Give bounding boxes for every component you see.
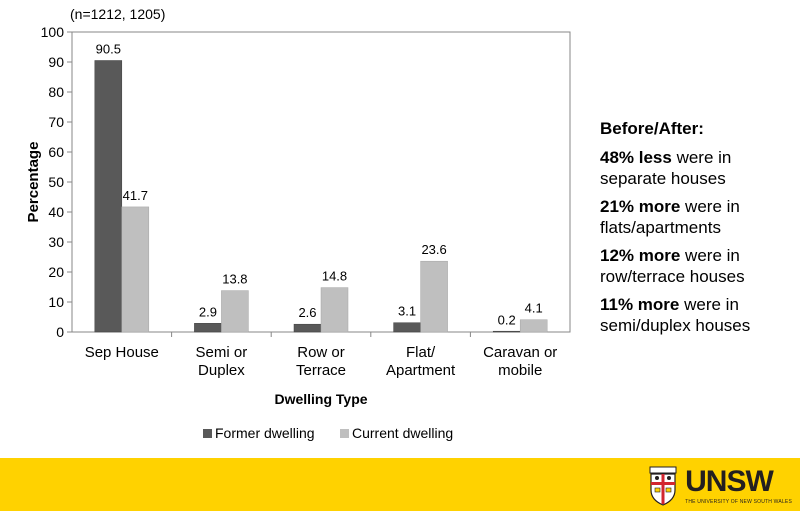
bar-current	[121, 206, 150, 333]
y-tick-label: 50	[48, 174, 64, 190]
data-label: 3.1	[398, 304, 416, 319]
bar-former	[492, 330, 521, 333]
legend-label: Former dwelling	[215, 425, 315, 441]
bar-former	[94, 60, 123, 333]
note-separate-houses: 48% less were in separate houses	[600, 148, 732, 188]
x-tick-label: Flat/	[406, 344, 436, 361]
x-tick-label: mobile	[498, 362, 542, 379]
data-label: 14.8	[322, 269, 347, 284]
bar-current	[519, 319, 548, 333]
logo-wordmark: UNSW	[685, 465, 774, 498]
x-tick-label: Caravan or	[483, 344, 557, 361]
y-tick-label: 30	[48, 234, 64, 250]
data-label: 4.1	[525, 301, 543, 316]
unsw-crest-icon	[649, 466, 677, 506]
bar-former	[393, 322, 421, 333]
y-tick-label: 90	[48, 54, 64, 70]
note-row-terrace: 12% more were in row/terrace houses	[600, 246, 745, 286]
x-axis-label: Dwelling Type	[274, 391, 367, 407]
note-flats: 21% more were in flats/apartments	[600, 197, 740, 237]
legend-label: Current dwelling	[352, 425, 453, 441]
y-tick-label: 70	[48, 114, 64, 130]
unsw-logo: UNSW THE UNIVERSITY OF NEW SOUTH WALES	[649, 462, 792, 510]
data-label: 0.2	[498, 312, 516, 327]
legend-swatch	[340, 429, 349, 438]
chart-title: (n=1212, 1205)	[70, 6, 165, 22]
y-tick-label: 20	[48, 264, 64, 280]
bar-former	[293, 323, 322, 333]
data-label: 41.7	[123, 188, 148, 203]
y-tick-label: 80	[48, 84, 64, 100]
bar-current	[420, 260, 448, 333]
bar-chart: 0 10 20 30 40 50 60 70 80 90 100 (n=1212, 1205) Perc…	[25, 6, 571, 441]
x-tick-label: Duplex	[198, 362, 245, 379]
data-label: 90.5	[96, 42, 121, 57]
legend-swatch	[203, 429, 212, 438]
x-tick-label: Apartment	[386, 362, 456, 379]
y-tick-label: 60	[48, 144, 64, 160]
y-tick-label: 40	[48, 204, 64, 220]
x-tick-label: Semi or	[196, 344, 248, 361]
notes-heading: Before/After:	[600, 119, 704, 138]
y-tick-label: 100	[41, 24, 65, 40]
x-tick-label: Terrace	[296, 362, 346, 379]
y-axis-label: Percentage	[25, 142, 42, 223]
footer-strip	[0, 511, 800, 515]
bar-current	[221, 290, 249, 333]
logo-subtext: THE UNIVERSITY OF NEW SOUTH WALES	[685, 499, 792, 505]
bar-former	[194, 323, 222, 333]
data-label: 13.8	[222, 272, 247, 287]
data-label: 2.9	[199, 304, 217, 319]
before-after-notes: Before/After: 48% less were in separate …	[600, 118, 795, 343]
note-semi-duplex: 11% more were in semi/duplex houses	[600, 295, 751, 335]
y-tick-label: 0	[56, 324, 64, 340]
x-tick-label: Sep House	[85, 344, 159, 361]
x-tick-label: Row or	[297, 344, 345, 361]
data-label: 2.6	[298, 305, 316, 320]
y-tick-label: 10	[48, 294, 64, 310]
data-label: 23.6	[421, 242, 446, 257]
bar-current	[320, 287, 349, 333]
